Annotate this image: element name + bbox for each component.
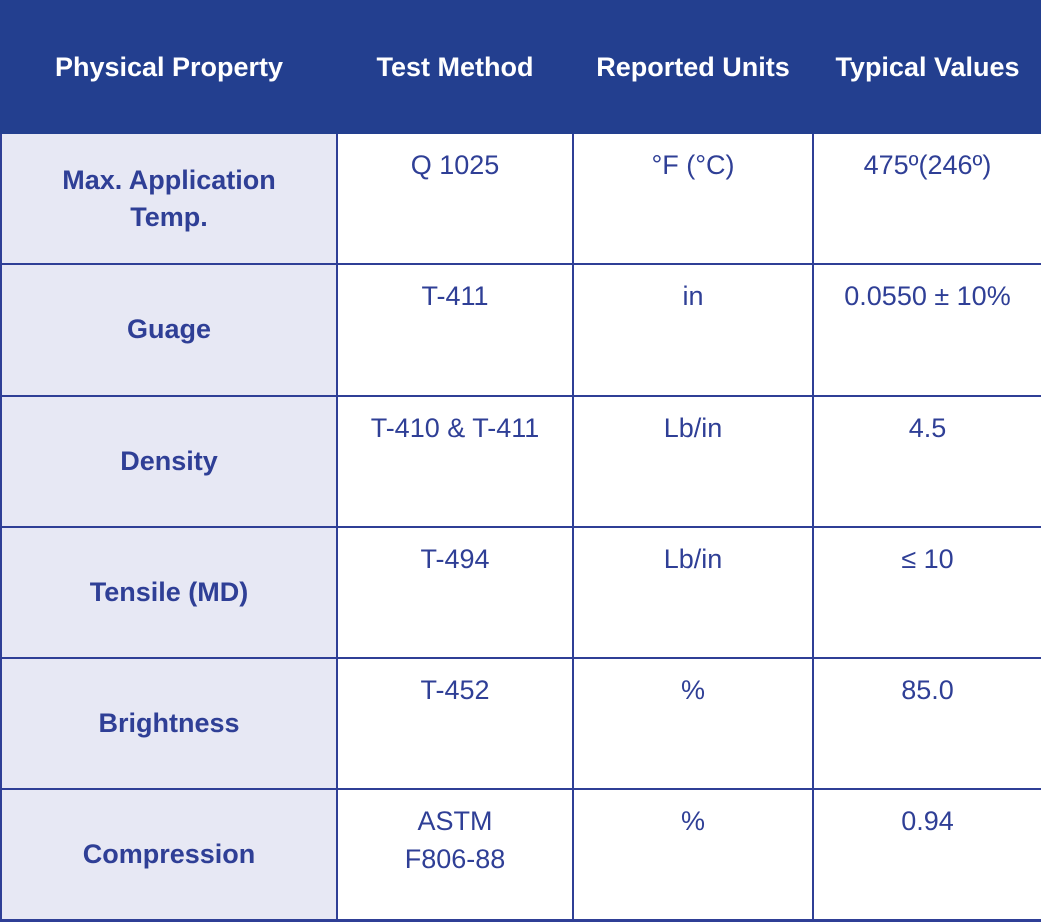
units-cell: °F (°C) (572, 131, 814, 266)
typical-value-cell: 0.0550 ± 10% (812, 263, 1041, 397)
header-test-method: Test Method (336, 0, 574, 134)
header-reported-units: Reported Units (572, 0, 814, 134)
header-typical-values: Typical Values (812, 0, 1041, 134)
property-cell: Compression (0, 788, 338, 922)
property-cell: Max. Application Temp. (0, 131, 338, 266)
header-physical-property: Physical Property (0, 0, 338, 134)
typical-value-cell: 475º(246º) (812, 131, 1041, 266)
table-body: Max. Application Temp. Q 1025 °F (°C) 475… (0, 131, 1041, 922)
property-cell: Brightness (0, 656, 338, 791)
typical-value-cell: ≤ 10 (812, 525, 1041, 660)
units-cell: in (572, 263, 814, 397)
typical-value-cell: 85.0 (812, 656, 1041, 791)
test-method-cell: T-452 (336, 656, 574, 791)
header-row: Physical Property Test Method Reported U… (0, 0, 1041, 134)
table-row: Density T-410 & T-411 Lb/in 4.5 (0, 394, 1041, 528)
test-method-cell: ASTM F806-88 (336, 788, 574, 922)
typical-value-cell: 0.94 (812, 788, 1041, 922)
property-label: Max. Application Temp. (62, 164, 276, 232)
property-cell: Density (0, 394, 338, 528)
table-row: Compression ASTM F806-88 % 0.94 (0, 788, 1041, 922)
property-cell: Guage (0, 263, 338, 397)
table-row: Guage T-411 in 0.0550 ± 10% (0, 263, 1041, 397)
units-cell: % (572, 788, 814, 922)
test-method-cell: T-494 (336, 525, 574, 660)
units-cell: Lb/in (572, 394, 814, 528)
table-row: Tensile (MD) T-494 Lb/in ≤ 10 (0, 525, 1041, 660)
table-header: Physical Property Test Method Reported U… (0, 0, 1041, 134)
units-cell: % (572, 656, 814, 791)
test-method-cell: T-411 (336, 263, 574, 397)
typical-value-cell: 4.5 (812, 394, 1041, 528)
table-row: Max. Application Temp. Q 1025 °F (°C) 475… (0, 131, 1041, 266)
test-method-cell: Q 1025 (336, 131, 574, 266)
property-cell: Tensile (MD) (0, 525, 338, 660)
test-method-cell: T-410 & T-411 (336, 394, 574, 528)
units-cell: Lb/in (572, 525, 814, 660)
table-row: Brightness T-452 % 85.0 (0, 656, 1041, 791)
